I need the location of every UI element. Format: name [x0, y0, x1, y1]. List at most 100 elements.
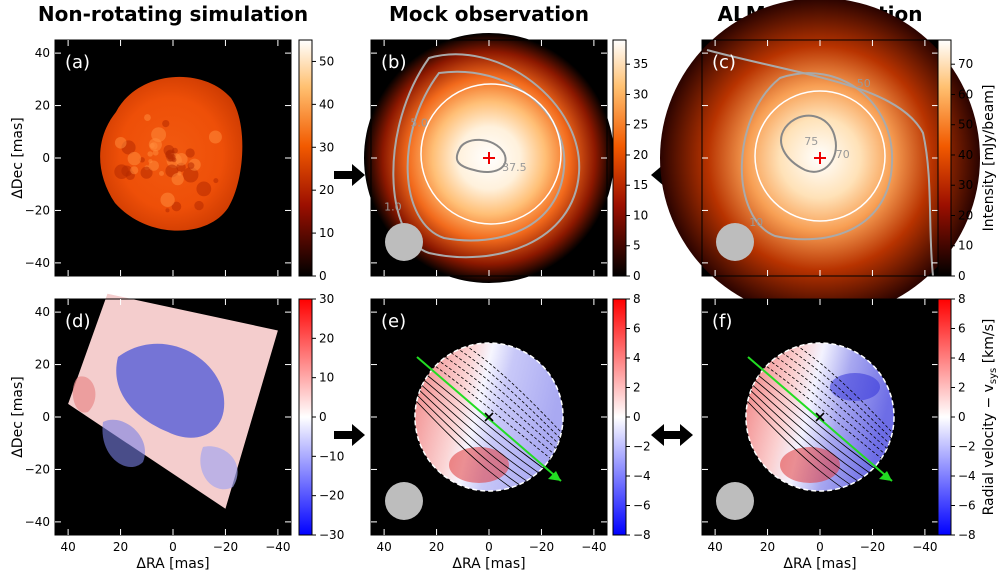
colorbar-tick-label: 20 — [319, 331, 334, 345]
colorbar-tick-label: −8 — [958, 528, 976, 542]
contour-line — [740, 72, 894, 241]
colorbar-scale — [298, 298, 313, 536]
colorbar-tick-label: 70 — [958, 57, 973, 71]
y-tick-label: −40 — [25, 256, 50, 270]
colorbar-tick-label: −4 — [958, 469, 976, 483]
contour-label: 1.0 — [384, 200, 402, 213]
x-tick-label: 20 — [429, 540, 444, 554]
texture-spot — [152, 149, 159, 156]
colorbar-tick-label: 20 — [633, 148, 648, 162]
colorbar-tick-label: 2 — [633, 381, 641, 395]
texture-spot — [162, 119, 170, 128]
double-arrow-icon — [651, 424, 693, 446]
colorbar-tick-label: 30 — [958, 178, 973, 192]
contour-line — [706, 49, 934, 277]
plot-panel: 5.0 37.5 1.0 (b) — [364, 33, 614, 283]
x-axis-label: ΔRA [mas] — [783, 556, 856, 572]
y-tick-label: 20 — [35, 99, 50, 113]
texture-spot — [140, 166, 153, 179]
y-tick-label: −20 — [25, 203, 50, 217]
colorbar: 0 10 20 30 40 50 60 70 Intensity [mJy/beam] — [937, 39, 997, 283]
plot-panel: (e) 40 20 0 −20 −40 ΔRA [mas] — [370, 298, 608, 572]
texture-spot — [165, 208, 170, 213]
colorbar-tick-label: 6 — [958, 322, 966, 336]
colorbar-tick-label: 30 — [319, 140, 334, 154]
colorbar-tick-label: 30 — [633, 87, 648, 101]
colorbar-tick-label: 0 — [958, 269, 966, 283]
texture-spot — [171, 147, 178, 154]
colorbar-tick-label: −8 — [633, 528, 651, 542]
panel-label: (a) — [65, 52, 90, 73]
texture-spot — [159, 170, 164, 176]
colorbar-scale — [937, 298, 952, 536]
velocity-contour — [415, 370, 563, 491]
velocity-contour — [746, 370, 894, 491]
x-tick-label: 40 — [60, 540, 75, 554]
beam-marker — [385, 482, 423, 520]
velocity-contour — [415, 343, 563, 458]
colorbar-tick-label: 20 — [319, 183, 334, 197]
colorbar-label: Intensity [mJy/beam] — [981, 85, 997, 232]
colorbar-tick-label: 0 — [633, 410, 641, 424]
y-tick-label: −40 — [25, 515, 50, 529]
colorbar-tick-label: 40 — [958, 148, 973, 162]
texture-spot — [177, 171, 182, 176]
y-tick-label: −20 — [25, 462, 50, 476]
contour-line — [780, 114, 837, 173]
colorbar-tick-label: 10 — [958, 239, 973, 253]
colorbar-tick-label: 5 — [633, 239, 641, 253]
blueshift-region — [116, 343, 225, 438]
x-tick-label: 40 — [707, 540, 722, 554]
texture-spot — [187, 162, 195, 170]
colorbar-tick-label: 0 — [319, 410, 327, 424]
beam-marker — [716, 223, 754, 261]
x-axis-label: ΔRA [mas] — [136, 556, 209, 572]
x-tick-label: 0 — [816, 540, 824, 554]
colorbar-tick-label: 40 — [319, 97, 334, 111]
colorbar-tick-label: −2 — [958, 440, 976, 454]
panel-label: (c) — [712, 52, 736, 73]
colorbar-scale — [298, 39, 313, 277]
colorbar-tick-label: −2 — [633, 440, 651, 454]
x-tick-label: 0 — [485, 540, 493, 554]
texture-spot — [130, 166, 139, 175]
x-axis-label: ΔRA [mas] — [452, 556, 525, 572]
velocity-contour — [746, 343, 894, 458]
colorbar: 8 6 4 2 0 −2 −4 −6 −8 — [612, 292, 651, 542]
colorbar-tick-label: 2 — [958, 381, 966, 395]
redshift-peak — [449, 447, 509, 483]
redshift-peak — [780, 447, 840, 483]
contour-line — [455, 138, 507, 173]
colorbar-tick-label: 50 — [958, 118, 973, 132]
velocity-contour — [746, 376, 894, 491]
x-tick-label: −20 — [213, 540, 238, 554]
colorbar-tick-label: 10 — [319, 226, 334, 240]
colorbar-tick-label: 60 — [958, 87, 973, 101]
colorbar-tick-label: −6 — [633, 499, 651, 513]
colorbar-tick-label: 50 — [319, 54, 334, 68]
texture-spot — [151, 127, 167, 143]
texture-spot — [160, 192, 175, 207]
texture-spot — [213, 178, 219, 184]
colorbar: 30 20 10 0 −10 −20 −30 — [298, 292, 344, 542]
blueshift-region — [200, 446, 238, 490]
texture-spot — [114, 136, 127, 149]
velocity-contour — [415, 343, 563, 464]
colorbar-tick-label: 8 — [633, 292, 641, 306]
axis-arrow-icon — [879, 471, 892, 481]
contour-label: 5.0 — [410, 117, 428, 130]
texture-spot — [171, 173, 184, 186]
y-axis-label: ΔDec [mas] — [10, 376, 26, 458]
contour-label: 50 — [857, 77, 871, 90]
colorbar-tick-label: −4 — [633, 469, 651, 483]
contour-label: 75 — [804, 135, 818, 148]
right-arrow-icon — [334, 164, 365, 186]
colorbar-tick-label: 10 — [319, 371, 334, 385]
texture-spot — [147, 151, 153, 157]
y-tick-label: 20 — [35, 358, 50, 372]
half-max-contour — [754, 90, 886, 222]
colorbar-tick-label: 4 — [633, 351, 641, 365]
panel-label: (b) — [381, 52, 406, 73]
velocity-contour — [415, 376, 563, 491]
